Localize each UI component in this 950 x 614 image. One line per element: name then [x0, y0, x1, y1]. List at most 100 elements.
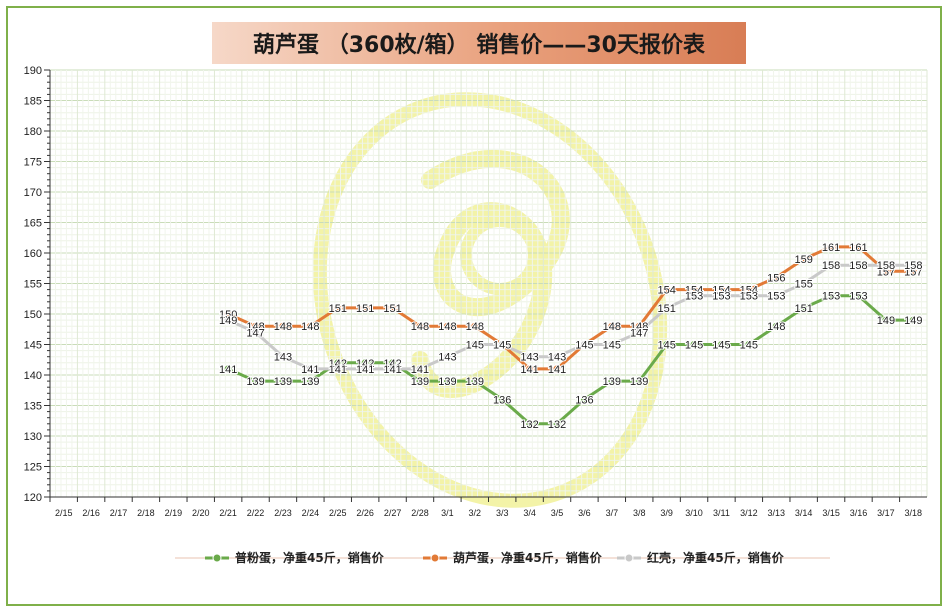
data-point	[360, 364, 370, 374]
x-tick-label: 2/23	[274, 508, 292, 518]
data-point	[525, 364, 535, 374]
data-point	[497, 340, 507, 349]
watermark-inner-ring	[460, 215, 540, 295]
data-label: 156	[767, 272, 785, 284]
y-tick-label: 180	[24, 126, 42, 138]
data-point	[826, 291, 836, 301]
data-label: 151	[794, 303, 812, 315]
data-point	[333, 364, 343, 374]
data-label: 142	[329, 358, 347, 370]
data-point	[689, 340, 699, 349]
y-tick-label: 130	[24, 431, 42, 443]
y-tick-label: 170	[24, 187, 42, 199]
data-label: 155	[794, 279, 812, 291]
data-label: 139	[466, 376, 484, 388]
data-label: 139	[630, 376, 648, 388]
data-label: 148	[630, 321, 648, 333]
data-label: 154	[712, 285, 730, 297]
data-point	[881, 260, 891, 270]
data-point	[662, 285, 672, 295]
data-label: 157	[877, 266, 895, 278]
x-tick-label: 3/1	[441, 508, 454, 518]
data-point	[908, 315, 918, 325]
data-point	[579, 340, 589, 349]
data-point	[634, 376, 644, 386]
data-label: 141	[520, 364, 538, 376]
data-point	[305, 364, 315, 374]
x-tick-label: 3/2	[469, 508, 482, 518]
data-label: 139	[246, 376, 264, 388]
data-label: 161	[822, 242, 840, 254]
y-tick-label: 145	[24, 340, 42, 352]
data-point	[525, 419, 535, 429]
x-tick-label: 3/16	[850, 508, 868, 518]
axes: 120 125 130 135 140 145 150 155 160 165 170 175 180 1…	[24, 65, 927, 518]
x-tick-label: 2/20	[192, 508, 210, 518]
y-tick-label: 135	[24, 401, 42, 413]
y-tick-label: 160	[24, 248, 42, 260]
data-point	[771, 272, 781, 282]
data-label: 151	[657, 303, 675, 315]
data-point	[826, 260, 836, 270]
data-label: 143	[520, 352, 538, 364]
data-point	[662, 303, 672, 313]
y-tick-label: 150	[24, 309, 42, 321]
data-point	[853, 260, 863, 270]
data-label: 148	[411, 321, 429, 333]
x-tick-label: 3/12	[740, 508, 758, 518]
data-label: 143	[438, 352, 456, 364]
data-label: 145	[575, 340, 593, 352]
data-label: 153	[712, 291, 730, 303]
x-tick-label: 3/8	[633, 508, 646, 518]
data-label: 145	[575, 340, 593, 352]
data-label: 154	[657, 285, 675, 297]
data-label: 141	[329, 364, 347, 376]
data-label: 158	[904, 260, 922, 272]
data-point	[826, 242, 836, 252]
x-tick-label: 3/13	[768, 508, 786, 518]
data-label: 148	[438, 321, 456, 333]
x-tick-label: 2/17	[110, 508, 128, 518]
data-point	[744, 291, 754, 301]
data-point	[442, 352, 452, 362]
data-point	[305, 376, 315, 386]
data-label: 154	[685, 285, 703, 297]
y-tick-label: 165	[24, 218, 42, 230]
data-label: 141	[356, 364, 374, 376]
data-label: 148	[274, 321, 292, 333]
data-point	[333, 303, 343, 313]
data-point	[908, 260, 918, 270]
data-point	[771, 321, 781, 331]
data-label: 153	[849, 291, 867, 303]
data-point	[223, 315, 233, 325]
data-point	[497, 394, 507, 404]
data-label: 151	[329, 303, 347, 315]
x-tick-label: 3/5	[551, 508, 564, 518]
data-label: 136	[575, 394, 593, 406]
data-point	[607, 376, 617, 386]
data-point	[771, 291, 781, 301]
data-label: 148	[603, 321, 621, 333]
data-label: 151	[383, 303, 401, 315]
data-label: 141	[411, 364, 429, 376]
data-label: 158	[822, 260, 840, 272]
data-label: 157	[904, 266, 922, 278]
data-point	[415, 376, 425, 386]
data-point	[388, 303, 398, 313]
data-label: 145	[712, 340, 730, 352]
x-tick-label: 3/17	[877, 508, 895, 518]
gridlines	[49, 69, 928, 498]
data-label: 139	[301, 376, 319, 388]
data-label: 142	[383, 358, 401, 370]
x-tick-label: 3/11	[713, 508, 730, 518]
x-tick-label: 3/14	[795, 508, 813, 518]
data-label: 149	[877, 315, 895, 327]
x-tick-label: 2/16	[82, 508, 100, 518]
data-label: 141	[383, 364, 401, 376]
y-tick-label: 125	[24, 462, 42, 474]
data-point	[470, 340, 480, 349]
series-lines	[223, 242, 918, 429]
data-point	[278, 352, 288, 362]
data-point	[415, 364, 425, 374]
legend-label: 红壳，净重45斤，销售价	[647, 550, 785, 565]
